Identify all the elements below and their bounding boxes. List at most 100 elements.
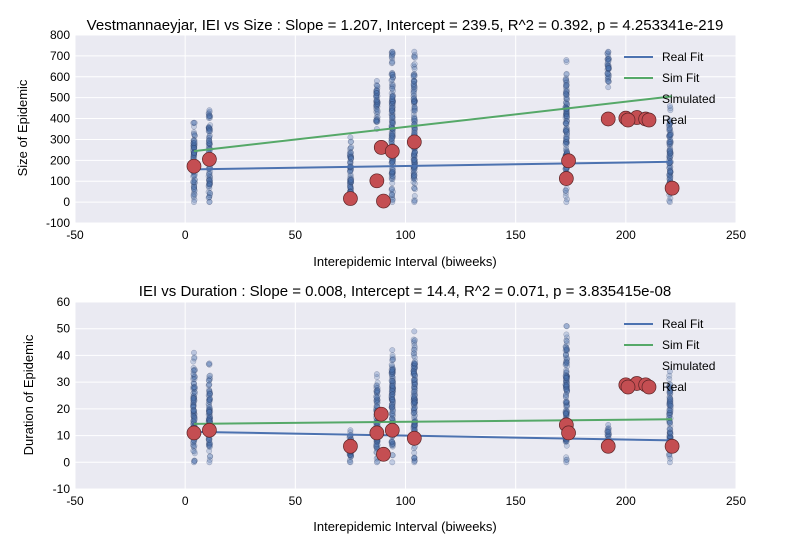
simulated-point bbox=[563, 128, 570, 135]
simulated-point bbox=[667, 387, 674, 393]
simulated-point bbox=[388, 371, 395, 378]
simulated-point bbox=[564, 373, 571, 380]
x-tick-label: 0 bbox=[182, 228, 189, 242]
simulated-point bbox=[667, 388, 674, 395]
simulated-point bbox=[563, 407, 570, 414]
chart-title: Vestmannaeyjar, IEI vs Size : Slope = 1.… bbox=[87, 17, 724, 34]
simulated-point bbox=[563, 410, 570, 417]
simulated-point bbox=[563, 114, 570, 121]
simulated-point bbox=[389, 366, 396, 373]
simulated-point bbox=[190, 372, 197, 378]
simulated-point bbox=[667, 402, 674, 409]
simulated-point bbox=[411, 86, 418, 93]
simulated-point bbox=[411, 156, 418, 163]
simulated-point bbox=[205, 110, 212, 117]
y-tick-label: -10 bbox=[53, 482, 71, 496]
simulated-point bbox=[563, 137, 570, 144]
simulated-point bbox=[191, 191, 198, 198]
simulated-point bbox=[411, 116, 418, 123]
simulated-point bbox=[190, 441, 197, 448]
simulated-point bbox=[207, 391, 213, 398]
simulated-point bbox=[191, 385, 198, 392]
simulated-point bbox=[563, 91, 570, 98]
simulated-point bbox=[190, 178, 197, 185]
simulated-point bbox=[388, 370, 395, 377]
simulated-point bbox=[206, 112, 213, 119]
simulated-point bbox=[190, 120, 197, 126]
simulated-point bbox=[389, 93, 396, 100]
simulated-point bbox=[562, 76, 569, 83]
real-point bbox=[343, 438, 358, 454]
simulated-point bbox=[346, 457, 353, 464]
legend-real-swatch bbox=[620, 379, 636, 395]
simulated-point bbox=[563, 377, 569, 384]
simulated-point bbox=[373, 118, 380, 125]
simulated-point bbox=[389, 108, 396, 115]
simulated-point bbox=[389, 357, 396, 364]
simulated-point bbox=[563, 88, 570, 95]
simulated-point bbox=[411, 77, 418, 84]
simulated-point bbox=[605, 58, 612, 65]
simulated-point bbox=[389, 438, 396, 445]
simulated-point bbox=[206, 177, 213, 184]
simulated-point bbox=[206, 415, 213, 422]
simulated-point bbox=[191, 143, 198, 150]
simulated-point bbox=[389, 158, 396, 165]
simulated-point bbox=[666, 426, 673, 433]
simulated-point bbox=[190, 414, 197, 421]
simulated-point bbox=[411, 104, 418, 111]
simulated-point bbox=[666, 411, 673, 418]
simulated-point bbox=[411, 406, 418, 413]
simulated-point bbox=[411, 405, 418, 412]
simulated-point bbox=[411, 414, 417, 420]
chart-panel-size: Vestmannaeyjar, IEI vs Size : Slope = 1.… bbox=[15, 17, 746, 269]
simulated-point bbox=[388, 392, 395, 399]
x-tick-label: 50 bbox=[289, 228, 303, 242]
simulated-point bbox=[563, 139, 570, 146]
simulated-point bbox=[206, 185, 213, 192]
simulated-point bbox=[411, 380, 418, 387]
simulated-point bbox=[191, 373, 198, 380]
simulated-point bbox=[562, 373, 569, 379]
simulated-point bbox=[191, 457, 198, 464]
simulated-point bbox=[666, 122, 673, 129]
simulated-point bbox=[666, 396, 673, 403]
simulated-point bbox=[411, 157, 418, 164]
simulated-point bbox=[190, 395, 197, 402]
simulated-point bbox=[206, 408, 213, 414]
simulated-point bbox=[389, 391, 396, 398]
simulated-point bbox=[373, 94, 380, 101]
simulated-point bbox=[563, 126, 569, 133]
simulated-point bbox=[346, 154, 353, 161]
simulated-point bbox=[667, 138, 674, 145]
simulated-point bbox=[666, 155, 673, 161]
simulated-point bbox=[207, 414, 214, 421]
simulated-point bbox=[373, 93, 380, 100]
simulated-point bbox=[389, 97, 396, 104]
simulated-point bbox=[347, 153, 353, 160]
simulated-point bbox=[563, 376, 570, 383]
simulated-point bbox=[373, 459, 380, 466]
simulated-point bbox=[605, 425, 612, 432]
simulated-point bbox=[410, 154, 417, 161]
simulated-point bbox=[605, 84, 612, 91]
simulated-point bbox=[605, 429, 612, 436]
simulated-point bbox=[411, 455, 418, 461]
simulated-point bbox=[388, 111, 395, 118]
simulated-point bbox=[190, 393, 197, 400]
simulated-point bbox=[205, 411, 212, 418]
simulated-point bbox=[389, 443, 396, 450]
simulated-point bbox=[373, 441, 380, 448]
simulated-point bbox=[562, 99, 569, 106]
simulated-point bbox=[190, 397, 197, 404]
simulated-point bbox=[563, 382, 570, 389]
simulated-point bbox=[604, 431, 611, 438]
simulated-point bbox=[373, 444, 380, 450]
x-tick-label: 100 bbox=[395, 228, 415, 242]
simulated-point bbox=[666, 172, 673, 179]
simulated-point bbox=[374, 117, 381, 124]
simulated-point bbox=[191, 132, 198, 139]
simulated-point bbox=[390, 370, 396, 377]
simulated-point bbox=[411, 360, 418, 367]
simulated-point bbox=[206, 171, 213, 178]
